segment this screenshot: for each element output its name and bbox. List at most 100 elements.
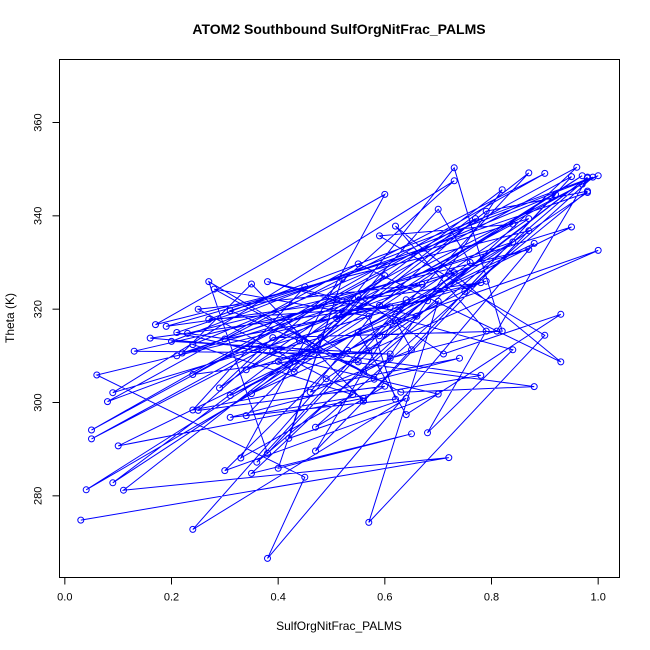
data-point [584, 189, 591, 196]
data-point [178, 349, 186, 357]
data-point [312, 423, 319, 431]
data-point [397, 388, 405, 396]
data-point [541, 331, 549, 339]
data-point [274, 464, 282, 472]
data-point [146, 334, 154, 342]
data-point [264, 554, 271, 562]
data-point [386, 354, 394, 362]
data-point [274, 357, 282, 365]
y-tick-label: 280 [33, 487, 45, 505]
data-point [573, 163, 581, 171]
data-point [360, 394, 367, 402]
data-point [434, 297, 442, 305]
data-point [242, 366, 250, 374]
data-point [509, 346, 517, 354]
data-point [77, 516, 85, 524]
data-point [189, 371, 197, 378]
data-point [82, 486, 90, 494]
x-tick-label: 0.2 [164, 592, 179, 604]
data-point [450, 164, 458, 172]
data-point [594, 246, 602, 254]
chart-title: ATOM2 Southbound SulfOrgNitFrac_PALMS [192, 21, 485, 37]
data-point [301, 283, 309, 291]
data-point [173, 352, 181, 360]
data-point [114, 442, 122, 450]
data-point [386, 350, 394, 358]
data-point [189, 406, 197, 414]
data-point [338, 351, 346, 359]
data-point [120, 486, 127, 494]
data-point [552, 190, 559, 198]
y-axis-label: Theta (K) [3, 293, 17, 343]
data-point [322, 375, 330, 383]
data-point [306, 388, 314, 396]
data-point [290, 368, 298, 376]
data-point [456, 354, 463, 362]
data-point [184, 329, 191, 337]
data-point [477, 371, 485, 379]
data-point [285, 434, 293, 442]
data-point [130, 347, 138, 355]
y-tick-label: 300 [33, 393, 45, 411]
data-point [509, 238, 517, 246]
data-point [418, 280, 426, 288]
data-point [482, 207, 490, 215]
x-tick-label: 0.8 [484, 592, 499, 604]
data-point [477, 279, 485, 287]
data-point [440, 350, 447, 358]
data-point [578, 180, 586, 188]
data-point [445, 454, 453, 462]
data-point [354, 329, 362, 336]
data-point [168, 337, 175, 345]
data-point [461, 287, 469, 295]
data-point [248, 390, 255, 398]
data-point [402, 296, 410, 304]
data-point [210, 285, 218, 293]
data-point [525, 227, 533, 235]
data-point [189, 341, 197, 349]
data-point [424, 297, 431, 305]
data-point [333, 295, 341, 303]
y-tick-label: 320 [33, 300, 45, 318]
data-point [424, 429, 431, 437]
data-point [376, 301, 383, 309]
data-point [472, 215, 479, 223]
data-point [402, 394, 410, 402]
data-point [194, 406, 202, 414]
data-point [530, 383, 538, 391]
data-point [386, 303, 394, 311]
data-point [226, 307, 234, 315]
data-point [498, 327, 506, 335]
data-point [264, 278, 271, 286]
data-point [312, 447, 319, 455]
data-point [541, 169, 549, 177]
data-point [88, 426, 95, 434]
series-line [80, 166, 599, 559]
data-point [152, 321, 159, 329]
x-tick-label: 0.0 [57, 592, 72, 604]
data-point [333, 315, 341, 322]
data-point [568, 173, 575, 181]
data-point [408, 346, 415, 354]
data-point [354, 260, 362, 268]
data-point [173, 329, 181, 336]
data-point [413, 312, 421, 320]
data-point [264, 449, 271, 457]
x-tick-label: 0.6 [377, 592, 392, 604]
data-point [205, 315, 213, 323]
data-point [557, 310, 565, 318]
data-point [434, 205, 442, 213]
data-point [525, 169, 533, 177]
data-point [189, 525, 197, 533]
data-point [216, 384, 223, 392]
data-point [248, 280, 255, 288]
data-point [226, 413, 234, 421]
data-point [498, 186, 506, 194]
data-point [290, 357, 298, 365]
data-point [450, 269, 458, 277]
data-point [392, 316, 399, 324]
data-point [194, 305, 202, 313]
data-point [365, 312, 373, 320]
data-point [450, 177, 458, 185]
data-point [381, 190, 389, 198]
